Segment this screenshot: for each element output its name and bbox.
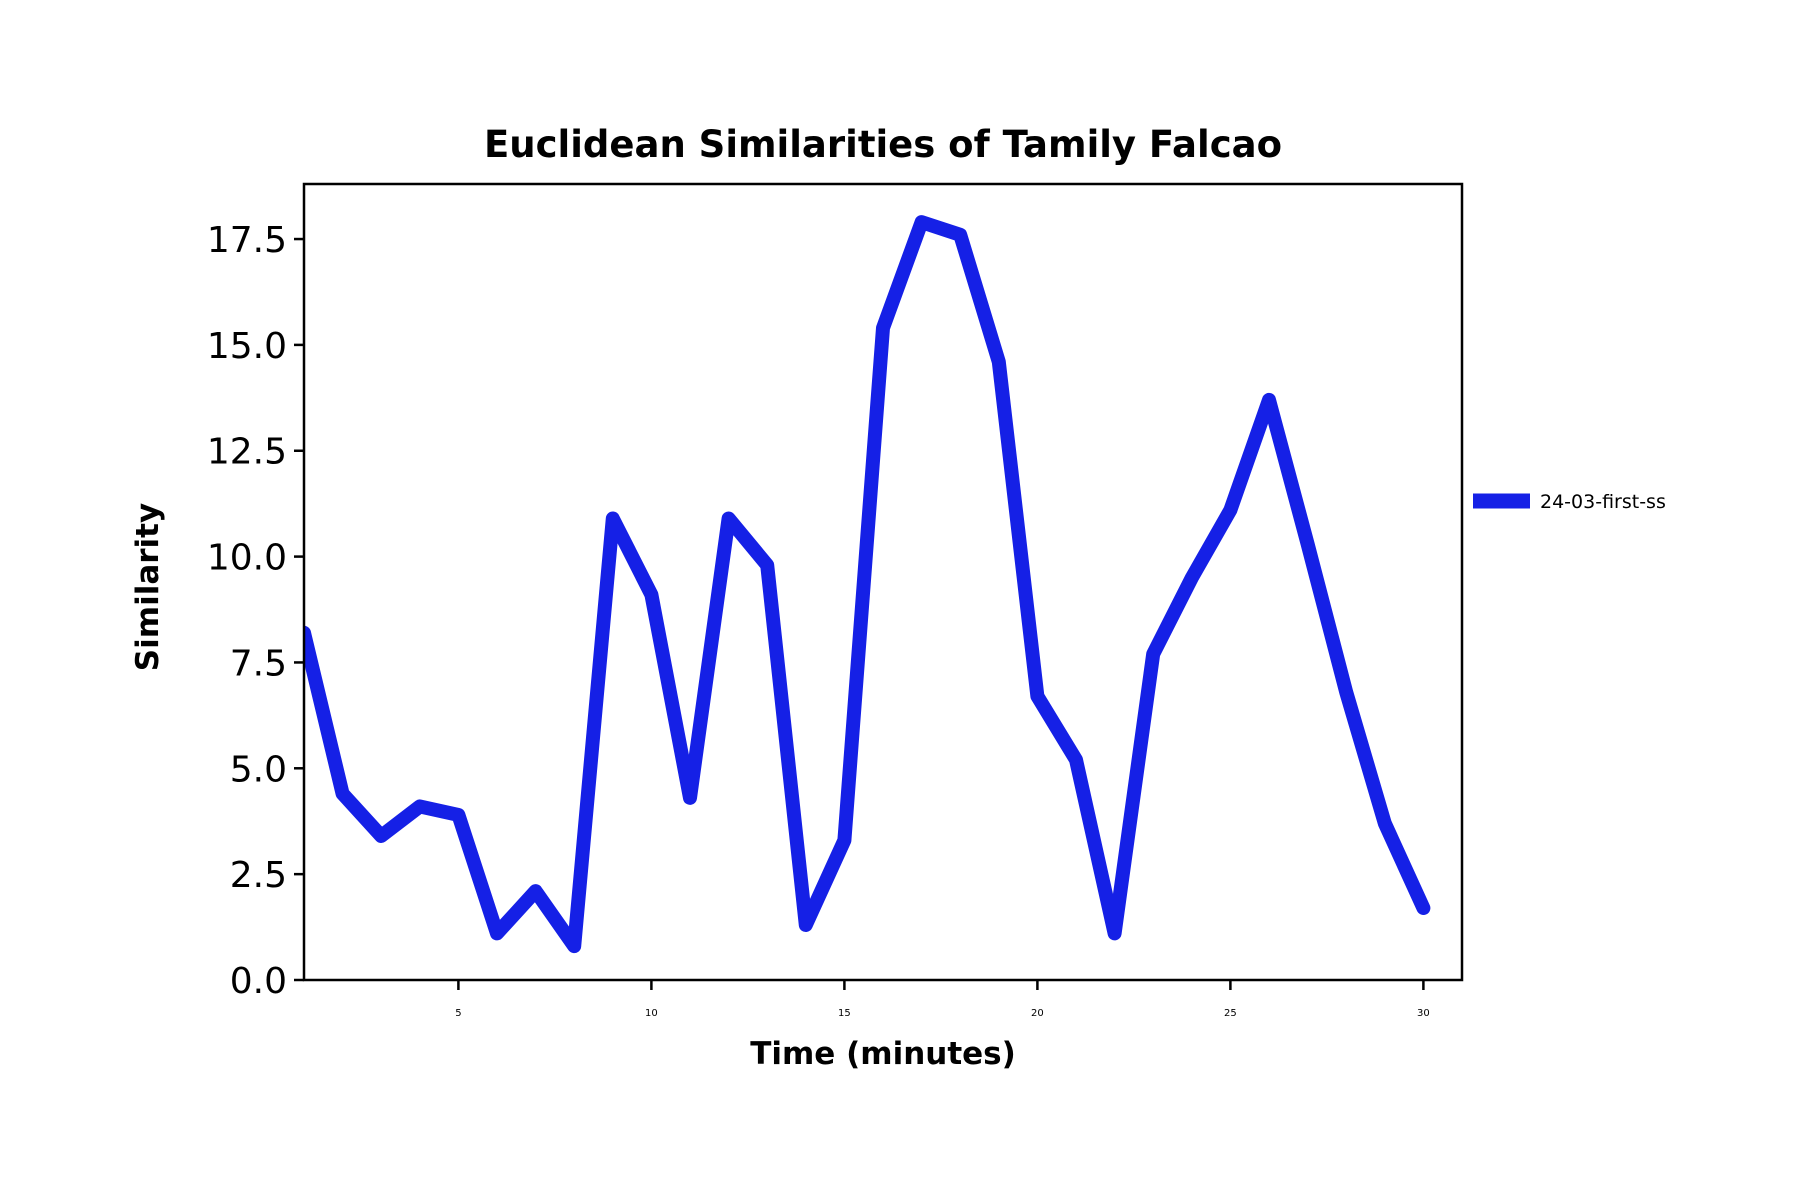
- x-tick-label: 15: [838, 1008, 851, 1019]
- x-axis: 5 10 15 20 25 30: [455, 980, 1430, 1019]
- y-tick-label: 17.5: [207, 220, 287, 261]
- y-axis: 0.0 2.5 5.0 7.5 10.0 12.5 15.0 17.5: [207, 220, 304, 1002]
- legend: 24-03-first-ss: [1473, 491, 1666, 513]
- x-axis-label: Time (minutes): [750, 1036, 1016, 1072]
- y-tick-label: 12.5: [207, 432, 287, 473]
- y-tick-label: 7.5: [230, 643, 287, 684]
- x-tick-label: 30: [1417, 1008, 1430, 1019]
- y-tick-label: 15.0: [207, 326, 287, 367]
- y-tick-label: 5.0: [230, 749, 287, 790]
- chart-title: Euclidean Similarities of Tamily Falcao: [484, 123, 1282, 166]
- x-tick-label: 10: [645, 1008, 658, 1019]
- x-tick-label: 20: [1031, 1008, 1044, 1019]
- series-line: [304, 215, 1431, 954]
- x-tick-label: 5: [455, 1008, 461, 1019]
- y-tick-label: 2.5: [230, 855, 287, 896]
- y-axis-label: Similarity: [130, 503, 166, 671]
- y-tick-label: 0.0: [230, 961, 287, 1002]
- x-tick-label: 25: [1224, 1008, 1237, 1019]
- legend-label: 24-03-first-ss: [1540, 491, 1666, 513]
- plot-frame: [302, 182, 1464, 982]
- y-tick-label: 10.0: [207, 538, 287, 579]
- series-layer: [304, 215, 1431, 954]
